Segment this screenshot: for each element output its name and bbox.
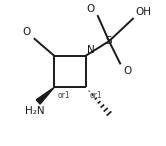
Text: or1: or1 xyxy=(58,91,70,100)
Text: O: O xyxy=(23,27,31,37)
Polygon shape xyxy=(36,87,54,104)
Text: S: S xyxy=(106,36,112,46)
Text: OH: OH xyxy=(135,7,151,17)
Text: O: O xyxy=(86,4,95,14)
Text: or1: or1 xyxy=(89,91,102,100)
Text: H₂N: H₂N xyxy=(25,106,45,116)
Text: N: N xyxy=(87,45,94,55)
Text: O: O xyxy=(124,66,132,76)
